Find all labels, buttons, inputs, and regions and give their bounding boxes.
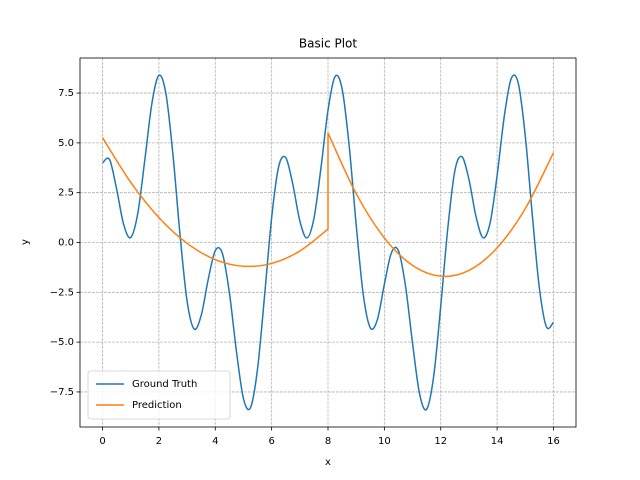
x-tick-label: 14 <box>491 436 504 447</box>
axes: 0 2 4 6 8 10 12 14 16 −7.5 −5.0 −2.5 0.0 2.5 5.0 7.5 <box>50 88 560 447</box>
x-tick-label: 8 <box>325 436 331 447</box>
x-tick-label: 16 <box>547 436 560 447</box>
y-tick-label: 0.0 <box>58 238 74 249</box>
y-tick-label: 7.5 <box>58 88 74 99</box>
x-tick-label: 12 <box>434 436 447 447</box>
y-tick-label: −7.5 <box>50 387 74 398</box>
y-tick-label: −2.5 <box>50 287 74 298</box>
x-axis-label: x <box>325 457 331 468</box>
data-line <box>102 74 555 411</box>
x-tick-label: 2 <box>156 436 162 447</box>
data-line <box>101 132 555 278</box>
y-tick-label: 5.0 <box>58 138 74 149</box>
x-tick-label: 6 <box>268 436 274 447</box>
legend-label: Prediction <box>132 400 182 411</box>
x-tick-label: 10 <box>378 436 391 447</box>
y-tick-label: −5.0 <box>50 337 74 348</box>
legend-box <box>87 370 231 420</box>
legend: Ground Truth Prediction <box>87 370 231 420</box>
x-tick-label: 4 <box>212 436 218 447</box>
legend-label: Ground Truth <box>132 379 197 390</box>
x-tick-label: 0 <box>99 436 105 447</box>
plot-area <box>101 74 555 411</box>
y-axis-label: y <box>20 239 31 245</box>
y-tick-label: 2.5 <box>58 188 74 199</box>
chart-title: Basic Plot <box>299 37 357 51</box>
